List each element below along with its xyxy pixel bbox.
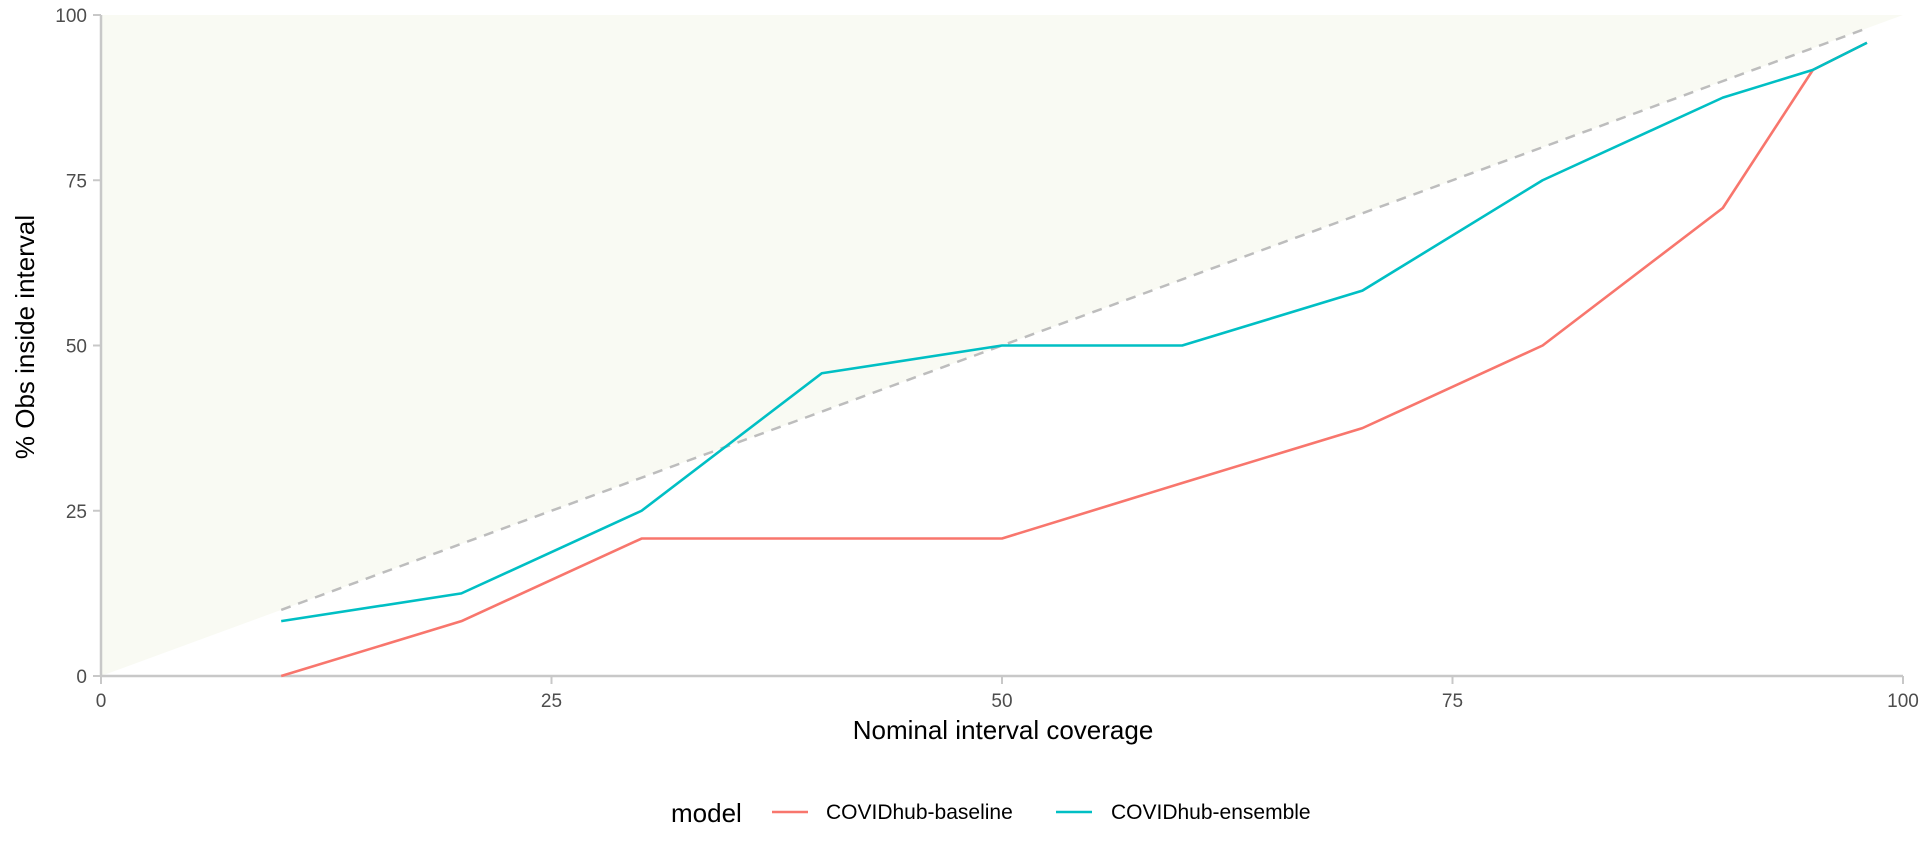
legend: model COVIDhub-baseline COVIDhub-ensemble <box>671 798 1311 828</box>
x-tick-label: 25 <box>541 691 562 712</box>
tick-labels: 0 25 50 75 100 0 25 50 75 100 <box>55 6 1919 712</box>
reference-diagonal-line <box>280 27 1868 612</box>
y-tick-label: 50 <box>66 337 87 358</box>
x-tick-label: 75 <box>1442 691 1463 712</box>
series-line-COVIDhub-ensemble <box>281 41 1868 623</box>
y-axis-title: % Obs inside interval <box>10 215 40 459</box>
x-tick-label: 100 <box>1887 691 1919 712</box>
y-tick-label: 100 <box>55 6 87 27</box>
y-tick-label: 25 <box>66 502 87 523</box>
legend-label-COVIDhub-baseline: COVIDhub-baseline <box>826 801 1013 824</box>
legend-title: model <box>671 798 742 828</box>
legend-label-COVIDhub-ensemble: COVIDhub-ensemble <box>1111 801 1311 824</box>
x-tick-label: 50 <box>991 691 1012 712</box>
y-tick-label: 75 <box>66 171 87 192</box>
series-line-COVIDhub-baseline <box>280 41 1868 678</box>
x-axis-title: Nominal interval coverage <box>853 715 1154 745</box>
axes <box>93 14 1904 684</box>
series-layer <box>280 41 1868 678</box>
x-tick-label: 0 <box>96 691 107 712</box>
y-tick-label: 0 <box>76 667 87 688</box>
